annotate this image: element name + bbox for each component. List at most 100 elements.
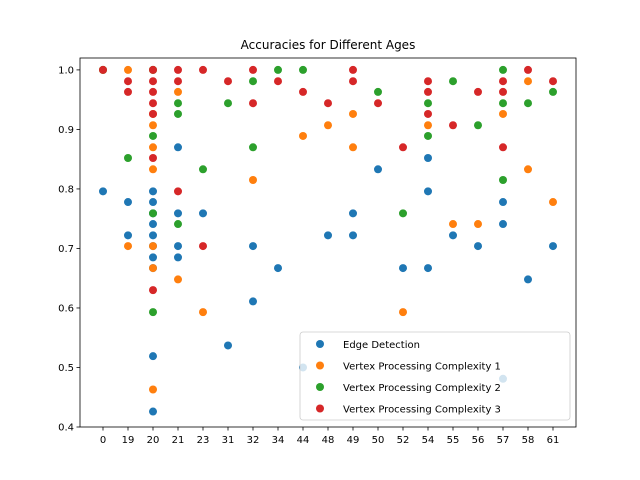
- data-point: [424, 131, 432, 140]
- series-4: [99, 65, 557, 295]
- data-point: [424, 109, 432, 118]
- data-point: [124, 242, 132, 251]
- data-point: [174, 143, 182, 152]
- data-point: [149, 77, 157, 86]
- data-point: [174, 187, 182, 196]
- x-tick-label: 32: [247, 435, 260, 446]
- data-point: [149, 99, 157, 108]
- data-point: [474, 87, 482, 96]
- data-point: [149, 198, 157, 207]
- data-point: [174, 109, 182, 118]
- y-tick-label: 0.7: [58, 244, 74, 255]
- data-point: [149, 286, 157, 295]
- data-point: [174, 77, 182, 86]
- data-point: [349, 77, 357, 86]
- data-point: [174, 65, 182, 74]
- data-point: [499, 220, 507, 229]
- data-point: [249, 242, 257, 251]
- data-point: [274, 65, 282, 74]
- data-point: [149, 153, 157, 162]
- x-tick-label: 56: [472, 435, 485, 446]
- data-point: [399, 264, 407, 273]
- data-point: [149, 121, 157, 130]
- data-point: [124, 153, 132, 162]
- data-point: [149, 352, 157, 361]
- data-point: [299, 87, 307, 96]
- data-point: [124, 65, 132, 74]
- data-point: [249, 297, 257, 306]
- data-point: [124, 198, 132, 207]
- y-tick-label: 1.0: [58, 65, 74, 76]
- x-tick-label: 34: [272, 435, 285, 446]
- data-point: [149, 209, 157, 218]
- data-point: [449, 77, 457, 86]
- data-point: [424, 264, 432, 273]
- data-point: [199, 165, 207, 174]
- x-tick-label: 58: [522, 435, 535, 446]
- data-point: [149, 109, 157, 118]
- data-point: [149, 242, 157, 251]
- data-point: [499, 87, 507, 96]
- data-point: [199, 308, 207, 317]
- data-point: [424, 99, 432, 108]
- data-point: [149, 308, 157, 317]
- data-point: [149, 187, 157, 196]
- data-point: [299, 131, 307, 140]
- y-tick-label: 0.6: [58, 303, 74, 314]
- x-tick-label: 19: [122, 435, 135, 446]
- data-point: [499, 65, 507, 74]
- x-tick-label: 31: [222, 435, 235, 446]
- x-tick-label: 54: [422, 435, 435, 446]
- data-point: [274, 264, 282, 273]
- data-point: [324, 99, 332, 108]
- x-tick-label: 23: [197, 435, 210, 446]
- data-point: [124, 231, 132, 240]
- data-point: [424, 187, 432, 196]
- data-point: [274, 77, 282, 86]
- data-point: [499, 176, 507, 185]
- data-point: [149, 131, 157, 140]
- data-point: [349, 231, 357, 240]
- data-point: [549, 87, 557, 96]
- data-point: [399, 143, 407, 152]
- x-tick-label: 57: [497, 435, 510, 446]
- data-point: [224, 77, 232, 86]
- legend-label: Vertex Processing Complexity 1: [343, 362, 501, 373]
- data-point: [249, 99, 257, 108]
- data-point: [474, 121, 482, 130]
- data-point: [424, 121, 432, 130]
- data-point: [449, 231, 457, 240]
- data-point: [449, 220, 457, 229]
- data-point: [199, 209, 207, 218]
- legend-label: Vertex Processing Complexity 3: [343, 405, 501, 416]
- data-point: [249, 143, 257, 152]
- y-axis: 0.4 0.5 0.6 0.7 0.8 0.9 1.0: [58, 65, 80, 434]
- x-tick-label: 50: [372, 435, 385, 446]
- data-point: [499, 99, 507, 108]
- data-point: [349, 143, 357, 152]
- data-point: [474, 220, 482, 229]
- y-tick-label: 0.9: [58, 125, 74, 136]
- y-tick-label: 0.8: [58, 184, 74, 195]
- data-point: [224, 99, 232, 108]
- data-point: [149, 165, 157, 174]
- data-point: [524, 275, 532, 284]
- data-point: [524, 99, 532, 108]
- data-point: [499, 143, 507, 152]
- x-tick-label: 20: [147, 435, 160, 446]
- data-point: [424, 87, 432, 96]
- data-point: [349, 65, 357, 74]
- data-point: [549, 77, 557, 86]
- data-point: [149, 407, 157, 416]
- data-point: [174, 87, 182, 96]
- data-point: [99, 187, 107, 196]
- data-point: [149, 220, 157, 229]
- data-point: [174, 275, 182, 284]
- data-point: [149, 143, 157, 152]
- data-point: [474, 242, 482, 251]
- legend-marker: [316, 340, 324, 348]
- y-tick-label: 0.5: [58, 363, 74, 374]
- data-point: [174, 253, 182, 262]
- data-point: [199, 65, 207, 74]
